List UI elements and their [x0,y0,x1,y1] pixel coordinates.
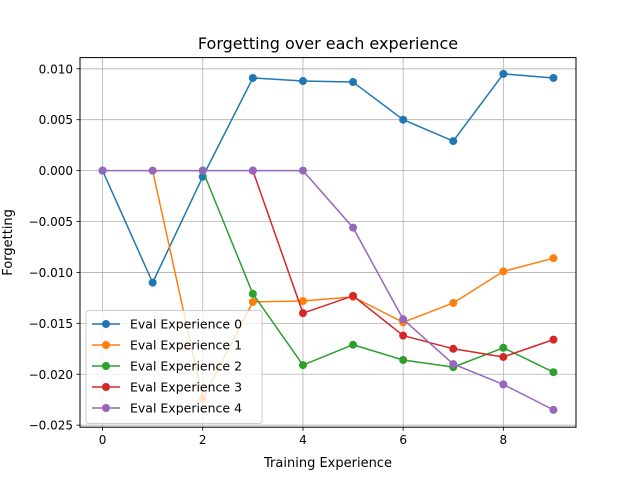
data-point [248,73,257,82]
data-point [499,380,508,389]
data-point [98,166,107,175]
x-tick-label: 6 [399,433,407,447]
legend-label: Eval Experience 4 [130,401,242,416]
data-point [349,223,358,232]
legend-box [85,310,263,424]
data-point [549,368,558,377]
y-tick-label: −0.025 [29,419,73,433]
x-axis-label: Training Experience [263,456,392,471]
legend-marker [102,404,110,412]
legend: Eval Experience 0 Eval Experience 1 Eval E… [85,310,263,424]
data-point [449,344,458,353]
data-point [248,166,257,175]
y-tick-label: −0.015 [29,317,73,331]
x-tick-label: 4 [299,433,307,447]
plot-frame [79,57,577,428]
y-tick-label: −0.010 [29,266,73,280]
data-point [148,278,157,287]
chart-title: Forgetting over each experience [198,34,458,53]
y-tick-label: 0.005 [39,113,73,127]
data-point [399,356,408,364]
series-line [102,169,554,411]
data-point [499,343,508,352]
data-point [549,254,558,263]
data-point [298,309,307,318]
data-point [248,289,257,298]
y-tick-label: −0.020 [29,368,73,382]
data-point [349,291,358,300]
series-4 [98,166,558,414]
legend-item: Eval Experience 0 [92,317,242,332]
legend-item: Eval Experience 4 [92,401,242,416]
legend-label: Eval Experience 2 [130,359,242,374]
legend-label: Eval Experience 1 [130,338,242,353]
y-tick-label: 0.000 [39,164,73,178]
data-point [499,267,508,276]
data-point [449,360,458,369]
legend-marker [102,341,110,349]
data-point [148,166,157,175]
series-line [202,170,554,373]
data-point [298,166,307,175]
data-point [248,297,257,306]
data-point [549,335,558,344]
series-3 [248,166,558,361]
data-point [549,73,558,82]
y-tick-label: 0.010 [39,62,73,76]
series-line [101,73,554,284]
data-point [298,296,307,305]
y-axis-label: Forgetting [1,209,16,276]
legend-item: Eval Experience 1 [92,338,242,353]
data-point [399,315,408,324]
data-point [549,405,558,414]
data-point [198,166,207,175]
legend-marker [102,383,110,391]
legend-label: Eval Experience 0 [130,317,242,332]
x-tick-label: 2 [199,433,207,447]
data-point [449,298,458,307]
x-tick-label: 0 [99,433,107,447]
y-tick-label: −0.005 [29,215,73,229]
legend-item: Eval Experience 2 [92,359,242,374]
data-point [298,77,307,86]
legend-marker [102,362,110,370]
data-point [298,361,307,370]
data-point [399,331,408,340]
data-point [349,340,358,349]
data-point [499,69,508,78]
x-tick-label: 8 [500,433,508,447]
data-point [499,352,508,361]
legend-marker [102,320,110,328]
data-point [399,115,408,124]
data-point [449,137,458,146]
legend-label: Eval Experience 3 [130,380,242,395]
series-layer [98,69,558,414]
legend-item: Eval Experience 3 [92,380,242,395]
tick-layer: 0 2 4 6 8 0.010 0.005 0.000 −0.005 −0.010 −0.015 −0… [29,62,508,447]
data-point [349,78,358,87]
